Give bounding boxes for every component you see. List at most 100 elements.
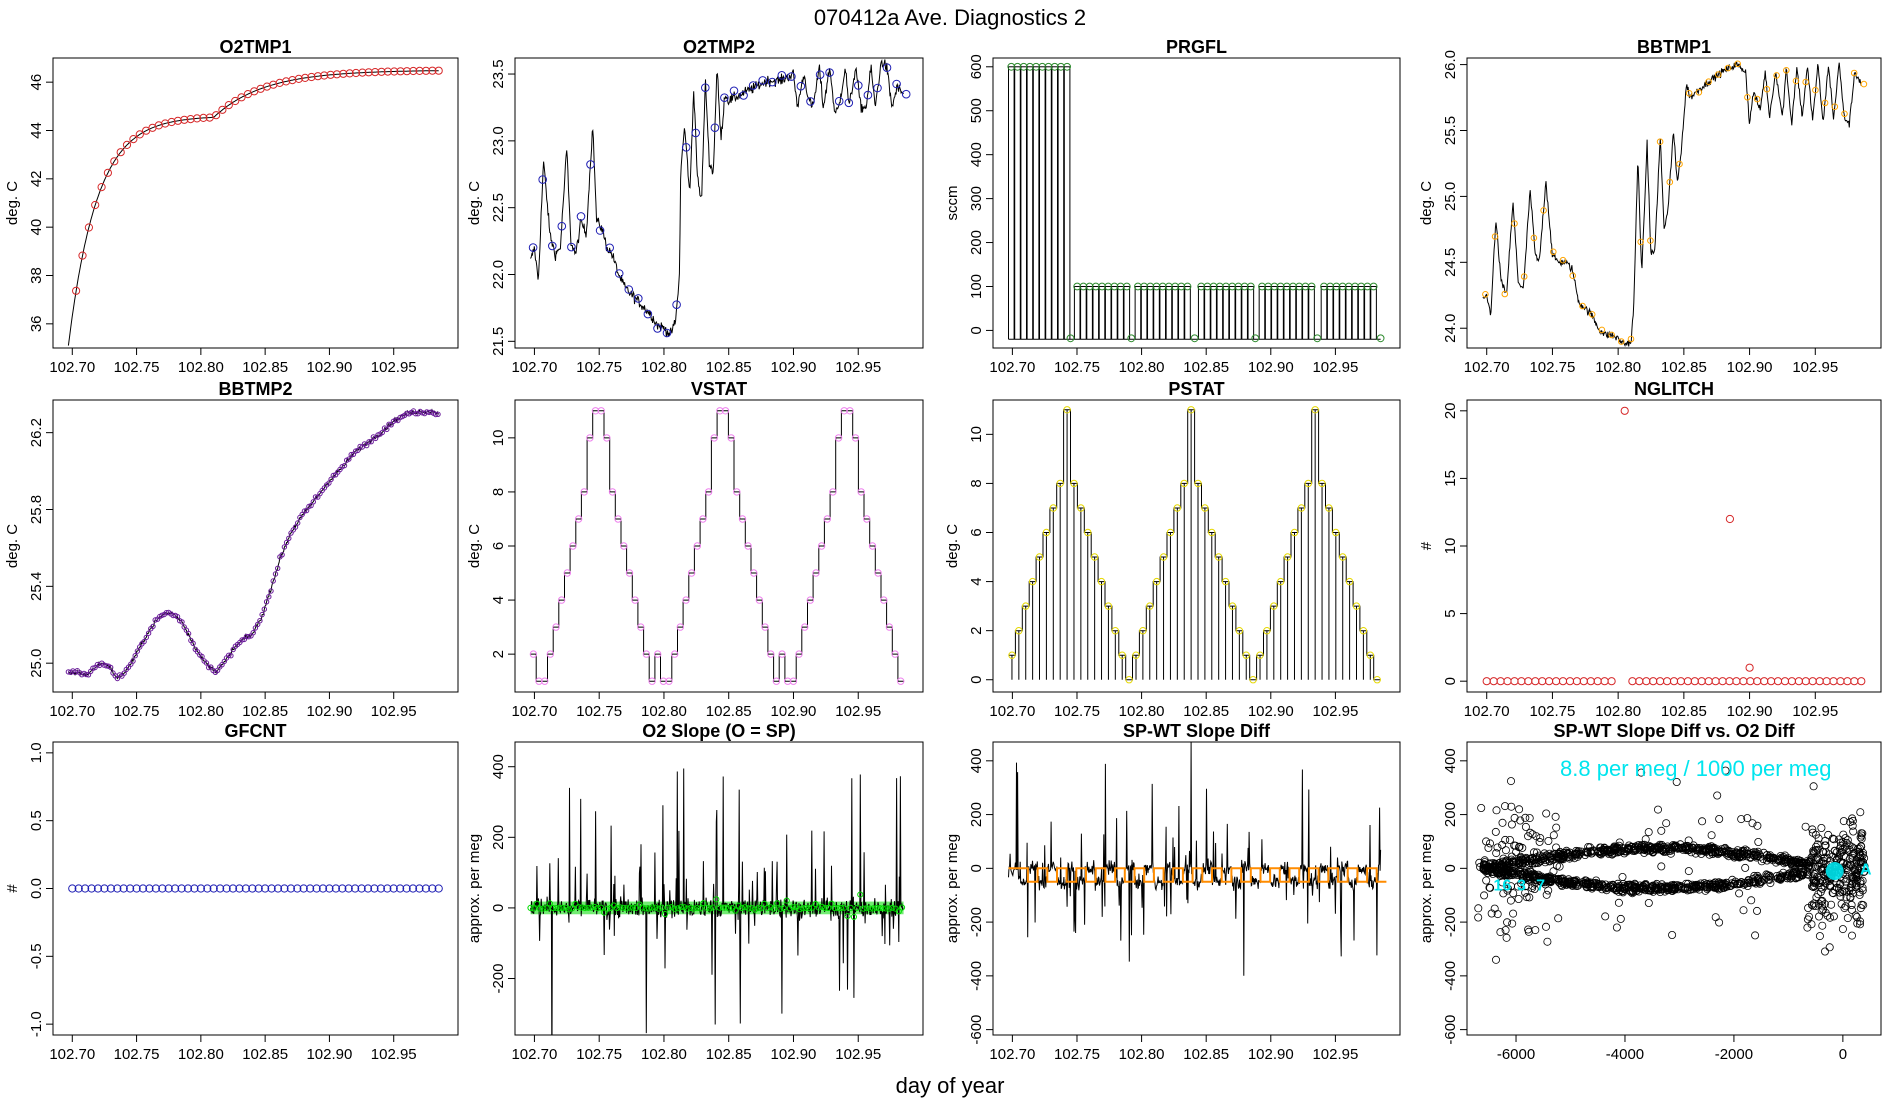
data-point xyxy=(1600,677,1609,686)
data-point xyxy=(248,884,257,893)
data-point xyxy=(1515,805,1524,814)
plot-area-frame xyxy=(1466,399,1882,693)
data-point xyxy=(1492,849,1501,858)
data-point xyxy=(1763,871,1772,880)
data-point xyxy=(552,623,560,631)
data-point xyxy=(1841,842,1850,851)
data-point xyxy=(1860,862,1869,871)
data-point xyxy=(1647,237,1654,244)
data-point xyxy=(1808,828,1817,837)
data-point xyxy=(578,904,585,911)
data-point xyxy=(767,650,775,658)
data-point xyxy=(1528,830,1537,839)
data-point xyxy=(1538,677,1547,686)
data-point xyxy=(1649,677,1658,686)
data-point xyxy=(1662,845,1671,854)
plot-marks xyxy=(527,768,906,1035)
data-point xyxy=(1829,835,1838,844)
data-point xyxy=(1521,822,1530,831)
data-point xyxy=(1524,868,1533,877)
data-point xyxy=(1767,677,1776,686)
plot-area-frame xyxy=(514,57,924,349)
data-point xyxy=(1501,846,1510,855)
data-point xyxy=(1544,874,1553,883)
data-point xyxy=(1476,863,1485,872)
data-point xyxy=(328,476,334,482)
data-point xyxy=(1688,843,1697,852)
data-point xyxy=(1525,866,1534,875)
data-point xyxy=(1542,809,1551,818)
plot-area-frame xyxy=(514,741,924,1036)
data-point xyxy=(161,119,170,128)
data-point xyxy=(93,884,103,893)
data-point xyxy=(739,91,748,100)
data-point xyxy=(1829,677,1838,686)
data-point xyxy=(1821,841,1830,850)
data-point xyxy=(1313,334,1322,343)
data-point xyxy=(1815,932,1824,941)
data-point xyxy=(1190,334,1199,343)
x-tick-label: 102.85 xyxy=(706,1046,752,1063)
data-point xyxy=(597,407,605,415)
data-point xyxy=(866,905,874,912)
data-point xyxy=(1841,884,1850,893)
x-tick-label: 102.95 xyxy=(1792,703,1838,720)
data-point xyxy=(748,81,758,90)
data-point xyxy=(409,66,418,76)
data-point xyxy=(1522,893,1531,902)
data-point xyxy=(1572,677,1582,686)
y-tick-label: 400 xyxy=(968,142,985,167)
y-tick-label: 4 xyxy=(968,577,985,585)
data-point xyxy=(1180,479,1188,488)
data-point xyxy=(844,98,854,108)
data-point xyxy=(1683,677,1693,686)
data-point xyxy=(572,900,579,907)
data-point xyxy=(1127,334,1136,343)
data-point xyxy=(1668,883,1677,892)
data-point xyxy=(1855,844,1864,853)
x-tick-label: 102.90 xyxy=(771,1046,817,1063)
data-point xyxy=(594,905,601,912)
y-axis-label: deg. C xyxy=(4,524,21,568)
data-point xyxy=(332,70,341,79)
data-point xyxy=(1717,879,1726,888)
data-point xyxy=(1778,872,1787,881)
data-point xyxy=(1656,677,1665,686)
panel-spwt: SP-WT Slope Diff 102.70 102.75 102.80 102.85… xyxy=(944,721,1401,1063)
data-point xyxy=(575,904,582,911)
data-point xyxy=(1549,831,1558,840)
data-point xyxy=(701,83,710,92)
regression-annotation: 8.8 per meg / 1000 per meg xyxy=(1560,756,1832,781)
data-point xyxy=(1642,677,1651,686)
x-tick-label: 102.75 xyxy=(1054,703,1100,720)
data-point xyxy=(1792,77,1800,85)
data-point xyxy=(557,221,567,231)
data-point xyxy=(1499,854,1508,863)
data-point xyxy=(1860,80,1868,88)
data-point xyxy=(1850,865,1859,874)
series-line xyxy=(68,408,440,680)
data-point xyxy=(569,905,576,912)
data-point xyxy=(1657,826,1666,835)
y-axis-label: approx. per meg xyxy=(466,834,483,943)
data-point xyxy=(100,884,109,893)
x-tick-label: 0 xyxy=(1839,1046,1847,1063)
data-point xyxy=(1813,845,1822,854)
data-point xyxy=(806,97,815,106)
plot-marks xyxy=(1482,406,1866,686)
data-point xyxy=(608,488,617,496)
data-point xyxy=(1814,890,1823,899)
data-point xyxy=(1608,331,1615,339)
data-point xyxy=(1297,504,1306,512)
data-point xyxy=(1817,897,1826,906)
data-point xyxy=(1838,847,1847,856)
plot-marks: 16 3 7 A xyxy=(1474,766,1872,964)
data-point xyxy=(1480,856,1489,865)
data-point xyxy=(703,904,710,911)
data-point xyxy=(834,434,843,442)
data-point xyxy=(1491,233,1499,240)
data-point xyxy=(1486,839,1495,848)
data-point xyxy=(1565,677,1575,686)
data-point xyxy=(280,884,289,893)
data-point xyxy=(1676,160,1683,168)
